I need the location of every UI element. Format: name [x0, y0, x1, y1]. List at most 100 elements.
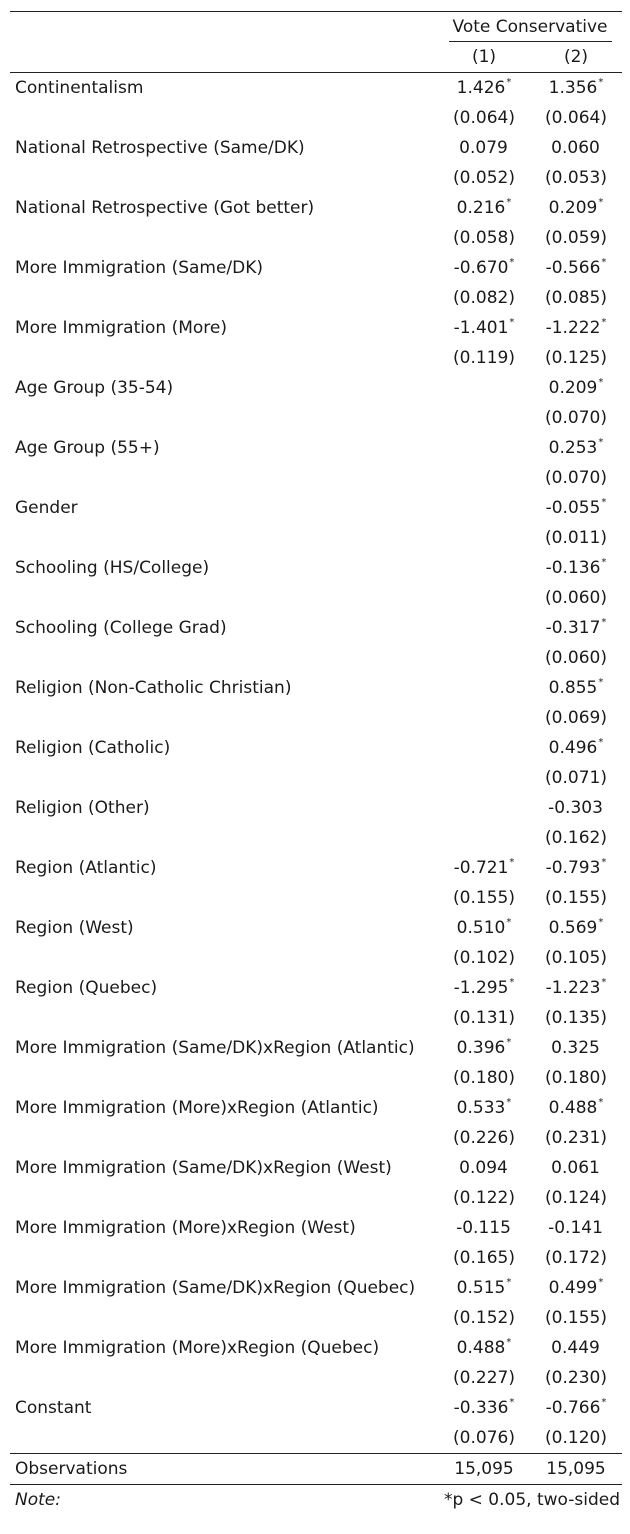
- std-error-label-blank: [10, 523, 438, 553]
- std-error-row: (0.162): [10, 823, 622, 853]
- coef-model-2-value: -1.223: [545, 978, 601, 998]
- se-model-1: (0.058): [453, 228, 515, 248]
- variable-label: National Retrospective (Same/DK): [15, 138, 305, 158]
- se-model-2: (0.230): [545, 1368, 607, 1388]
- se-model-1: (0.180): [453, 1068, 515, 1088]
- se-model-1: (0.122): [453, 1188, 515, 1208]
- coefficient-row: Region (West) 0.510* 0.569*: [10, 913, 622, 943]
- std-error-row: (0.152) (0.155): [10, 1303, 622, 1333]
- significance-star: *: [506, 1097, 512, 1108]
- se-model-2: (0.064): [545, 108, 607, 128]
- dependent-variable-label: Vote Conservative: [448, 13, 612, 42]
- std-error-label-blank: [10, 1123, 438, 1153]
- coef-model-2-value: -0.793: [545, 858, 601, 878]
- se-model-1: (0.155): [453, 888, 515, 908]
- std-error-label-blank: [10, 643, 438, 673]
- coef-model-1: [438, 733, 530, 763]
- significance-star: *: [509, 1397, 515, 1408]
- se-model-1: [438, 463, 530, 493]
- coefficient-row: More Immigration (More)xRegion (Atlantic…: [10, 1093, 622, 1123]
- significance-star: *: [601, 497, 607, 508]
- coefficient-row: More Immigration (Same/DK)xRegion (West)…: [10, 1153, 622, 1183]
- se-model-2: (0.172): [545, 1248, 607, 1268]
- observations-model-2: 15,095: [530, 1453, 623, 1485]
- coef-model-2-value: 0.325: [551, 1038, 600, 1058]
- significance-star: *: [601, 977, 607, 988]
- std-error-row: (0.131) (0.135): [10, 1003, 622, 1033]
- se-model-2: (0.180): [545, 1068, 607, 1088]
- coef-model-1: -0.721*: [438, 853, 530, 883]
- coef-model-2: -0.317*: [530, 613, 622, 643]
- dependent-variable-header: Vote Conservative: [438, 11, 623, 42]
- header-group-row: Vote Conservative: [10, 11, 623, 42]
- std-error-row: (0.060): [10, 583, 622, 613]
- coef-model-1-value: -1.401: [453, 318, 509, 338]
- coef-model-2-value: -0.317: [545, 618, 601, 638]
- significance-star: *: [601, 617, 607, 628]
- coef-model-1: 0.515*: [438, 1273, 530, 1303]
- std-error-label-blank: [10, 283, 438, 313]
- coef-model-1: -1.401*: [438, 313, 530, 343]
- std-error-row: (0.069): [10, 703, 622, 733]
- se-model-1: [438, 703, 530, 733]
- coefficient-row: National Retrospective (Got better) 0.216…: [10, 193, 622, 223]
- coef-model-2-value: 0.496: [548, 738, 598, 758]
- significance-star: *: [506, 1337, 512, 1348]
- std-error-label-blank: [10, 943, 438, 973]
- coef-model-2: -0.303: [530, 793, 622, 823]
- table-body: Continentalism 1.426* 1.356* (0.064) (0.064)…: [10, 72, 623, 1454]
- coefficient-row: More Immigration (Same/DK)xRegion (Atlan…: [10, 1033, 622, 1063]
- std-error-label-blank: [10, 343, 438, 373]
- std-error-row: (0.122) (0.124): [10, 1183, 622, 1213]
- coef-model-1: 0.533*: [438, 1093, 530, 1123]
- significance-star: *: [601, 557, 607, 568]
- coefficient-row: Continentalism 1.426* 1.356*: [10, 72, 623, 103]
- std-error-row: (0.064) (0.064): [10, 103, 622, 133]
- se-model-1: [438, 823, 530, 853]
- significance-star: *: [506, 917, 512, 928]
- coef-model-1-value: -0.670: [453, 258, 509, 278]
- coefficient-row: Age Group (35-54) 0.209*: [10, 373, 622, 403]
- se-model-1: [438, 583, 530, 613]
- se-model-2: (0.155): [545, 1308, 607, 1328]
- se-model-1: [438, 523, 530, 553]
- coef-model-2-value: -0.303: [548, 798, 603, 818]
- se-model-2: (0.085): [545, 288, 607, 308]
- coef-model-1-value: 0.079: [459, 138, 508, 158]
- std-error-label-blank: [10, 403, 438, 433]
- std-error-row: (0.180) (0.180): [10, 1063, 622, 1093]
- std-error-label-blank: [10, 1423, 438, 1454]
- coef-model-2: 0.499*: [530, 1273, 622, 1303]
- coef-model-2-value: -0.141: [548, 1218, 603, 1238]
- significance-star: *: [598, 677, 604, 688]
- coef-model-2: -1.223*: [530, 973, 622, 1003]
- coef-model-1: 0.488*: [438, 1333, 530, 1363]
- significance-star: *: [509, 317, 515, 328]
- coef-model-2-value: 0.569: [548, 918, 598, 938]
- coef-model-1: -0.336*: [438, 1393, 530, 1423]
- coefficient-row: Schooling (College Grad) -0.317*: [10, 613, 622, 643]
- coef-model-2-value: 0.499: [548, 1278, 598, 1298]
- coef-model-2: 0.488*: [530, 1093, 622, 1123]
- coef-model-1-value: 0.216: [456, 198, 506, 218]
- std-error-label-blank: [10, 1363, 438, 1393]
- se-model-1: (0.082): [453, 288, 515, 308]
- coef-model-1: -1.295*: [438, 973, 530, 1003]
- coef-model-1-value: 0.515: [456, 1278, 506, 1298]
- significance-star: *: [601, 857, 607, 868]
- se-model-2: (0.060): [545, 588, 607, 608]
- coef-model-2-value: 0.253: [548, 438, 598, 458]
- std-error-label-blank: [10, 163, 438, 193]
- coef-model-2-value: -0.766: [545, 1398, 601, 1418]
- std-error-row: (0.070): [10, 463, 622, 493]
- coef-model-1: -0.670*: [438, 253, 530, 283]
- significance-star: *: [506, 197, 512, 208]
- coef-model-2-value: 0.061: [551, 1158, 600, 1178]
- significance-star: *: [509, 257, 515, 268]
- variable-label: More Immigration (Same/DK)xRegion (Atlan…: [15, 1038, 415, 1058]
- coef-model-2: -0.793*: [530, 853, 622, 883]
- coef-model-2-value: 0.855: [548, 678, 598, 698]
- se-model-1: (0.226): [453, 1128, 515, 1148]
- coefficient-row: Constant -0.336* -0.766*: [10, 1393, 622, 1423]
- std-error-row: (0.119) (0.125): [10, 343, 622, 373]
